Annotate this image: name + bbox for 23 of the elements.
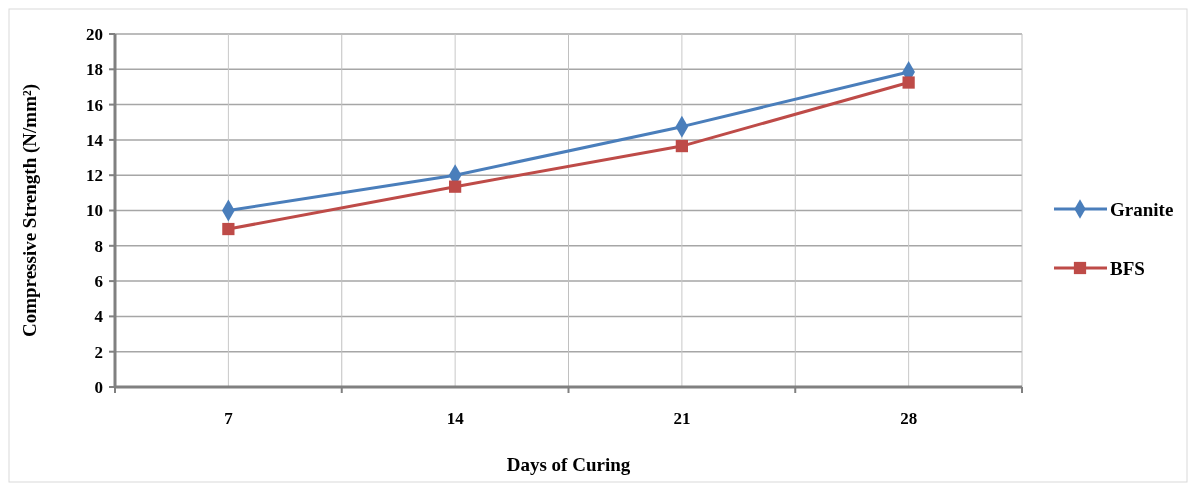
y-axis-title: Compressive Strength (N/mm²): [19, 83, 41, 338]
point: [675, 139, 688, 153]
legend-label: Granite: [1110, 198, 1174, 220]
y-tick-label: 0: [94, 377, 103, 397]
x-tick-label: 7: [224, 409, 234, 428]
y-tick-label: 6: [94, 272, 103, 292]
point: [902, 76, 915, 89]
point: [222, 222, 235, 236]
x-axis-title: Days of Curing: [506, 454, 631, 475]
y-tick-label: 18: [86, 60, 103, 80]
y-tick-label: 2: [94, 342, 103, 362]
y-tick-label: 8: [94, 236, 103, 256]
y-tick-label: 4: [94, 307, 104, 327]
y-tick-label: 10: [86, 201, 103, 221]
x-tick-label: 21: [673, 409, 691, 428]
x-tick-label: 14: [446, 409, 465, 428]
x-tick-label: 28: [900, 409, 918, 428]
y-tick-label: 14: [86, 130, 104, 150]
y-tick-label: 20: [86, 24, 103, 44]
legend-label: BFS: [1110, 257, 1145, 279]
point: [449, 180, 462, 193]
y-tick-label: 16: [86, 95, 103, 115]
y-tick-label: 12: [86, 166, 103, 186]
